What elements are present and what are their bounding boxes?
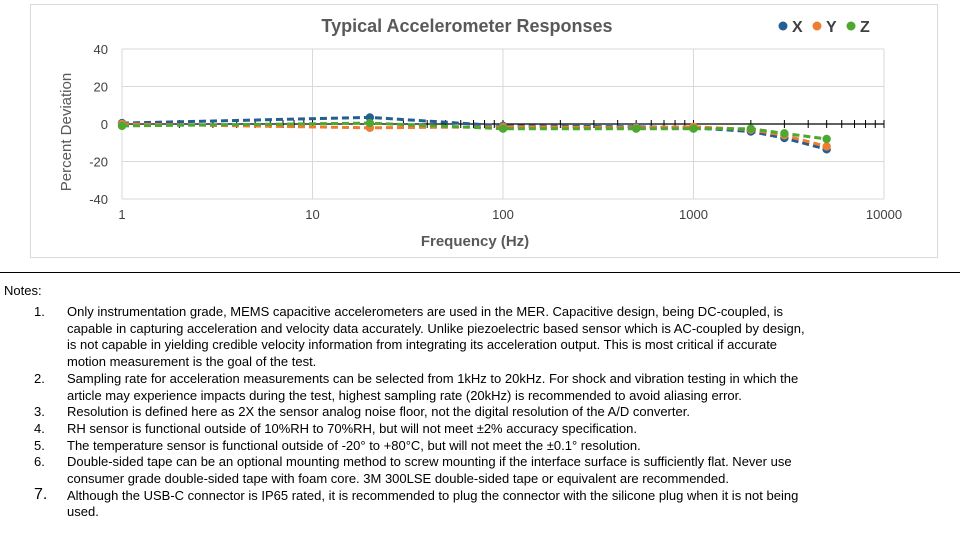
data-point-z [689, 124, 698, 133]
data-point-z [498, 124, 508, 133]
note-line: capable in capturing acceleration and ve… [67, 320, 805, 336]
legend-marker-z [846, 21, 856, 31]
note-item: 2. Sampling rate for acceleration measure… [0, 371, 960, 404]
note-number: 3. [34, 404, 45, 420]
note-number: 5. [34, 437, 45, 453]
divider-line [0, 272, 960, 273]
axis-labels: 40 20 0 -20 -40 1 10 100 1000 10000 [89, 42, 902, 222]
legend-marker-x [778, 21, 788, 31]
note-number: 1. [34, 304, 45, 319]
chart-title: Typical Accelerometer Responses [321, 16, 612, 36]
legend-label-x: X [792, 19, 803, 36]
y-tick-label: 20 [94, 80, 108, 95]
note-line: Double-sided tape can be an optional mou… [67, 454, 792, 470]
note-line: article may experience impacts during th… [67, 387, 742, 403]
data-points [117, 113, 831, 154]
legend-label-z: Z [860, 19, 870, 36]
trendline-x [121, 115, 828, 151]
x-tick-label: 10 [305, 207, 319, 222]
trendline-z [121, 121, 827, 141]
x-tick-label: 1 [118, 207, 125, 222]
note-line: is not capable in yielding credible velo… [67, 337, 778, 353]
notes-label: Notes: [4, 283, 42, 298]
note-number: 7. [34, 485, 48, 503]
data-point-y [822, 142, 831, 151]
data-point-z [117, 121, 127, 131]
y-tick-label: 0 [101, 117, 108, 132]
x-tick-label: 10000 [866, 207, 902, 222]
x-axis-title: Frequency (Hz) [421, 233, 529, 250]
data-point-z [780, 129, 789, 138]
note-number: 2. [34, 370, 45, 386]
legend: X Y Z [778, 19, 870, 36]
chart-svg: 40 20 0 -20 -40 1 10 100 1000 10000 Typical Accel… [58, 16, 902, 250]
note-item: 3. Resolution is defined here as 2X the s… [0, 404, 960, 421]
note-line: motion measurement is the goal of the te… [67, 354, 317, 370]
trendlines [121, 115, 828, 151]
y-axis-title: Percent Deviation [58, 73, 75, 191]
note-item: 5. The temperature sensor is functional o… [0, 438, 960, 455]
data-point-z [746, 124, 756, 133]
y-tick-label: 40 [94, 42, 108, 57]
note-number: 6. [34, 454, 45, 470]
note-item: 7. Although the USB-C connector is IP65 r… [0, 485, 960, 521]
note-line: The temperature sensor is functional out… [67, 437, 641, 453]
notes-list: 1. Only instrumentation grade, MEMS capac… [0, 304, 960, 521]
note-item: 4. RH sensor is functional outside of 10%… [0, 421, 960, 438]
y-tick-label: -40 [89, 192, 108, 207]
note-line: used. [67, 504, 99, 520]
data-point-z [631, 124, 641, 133]
note-line: Resolution is defined here as 2X the sen… [67, 404, 690, 420]
note-item: 1. Only instrumentation grade, MEMS capac… [0, 304, 960, 371]
chart-area: 40 20 0 -20 -40 1 10 100 1000 10000 Typical Accel… [30, 4, 938, 258]
data-point-z [822, 134, 831, 144]
x-tick-label: 100 [492, 207, 514, 222]
legend-label-y: Y [826, 19, 837, 36]
legend-marker-y [812, 21, 822, 31]
note-line: Although the USB-C connector is IP65 rat… [67, 487, 799, 503]
y-tick-label: -20 [89, 155, 108, 170]
note-line: Only instrumentation grade, MEMS capacit… [67, 304, 784, 319]
x-tick-label: 1000 [679, 207, 708, 222]
data-point-z [365, 118, 375, 128]
note-line: consumer grade double-sided tape with fo… [67, 471, 729, 487]
note-number: 4. [34, 420, 45, 436]
note-item: 6. Double-sided tape can be an optional m… [0, 454, 960, 487]
note-line: RH sensor is functional outside of 10%RH… [67, 420, 638, 436]
note-line: Sampling rate for acceleration measureme… [67, 370, 799, 386]
